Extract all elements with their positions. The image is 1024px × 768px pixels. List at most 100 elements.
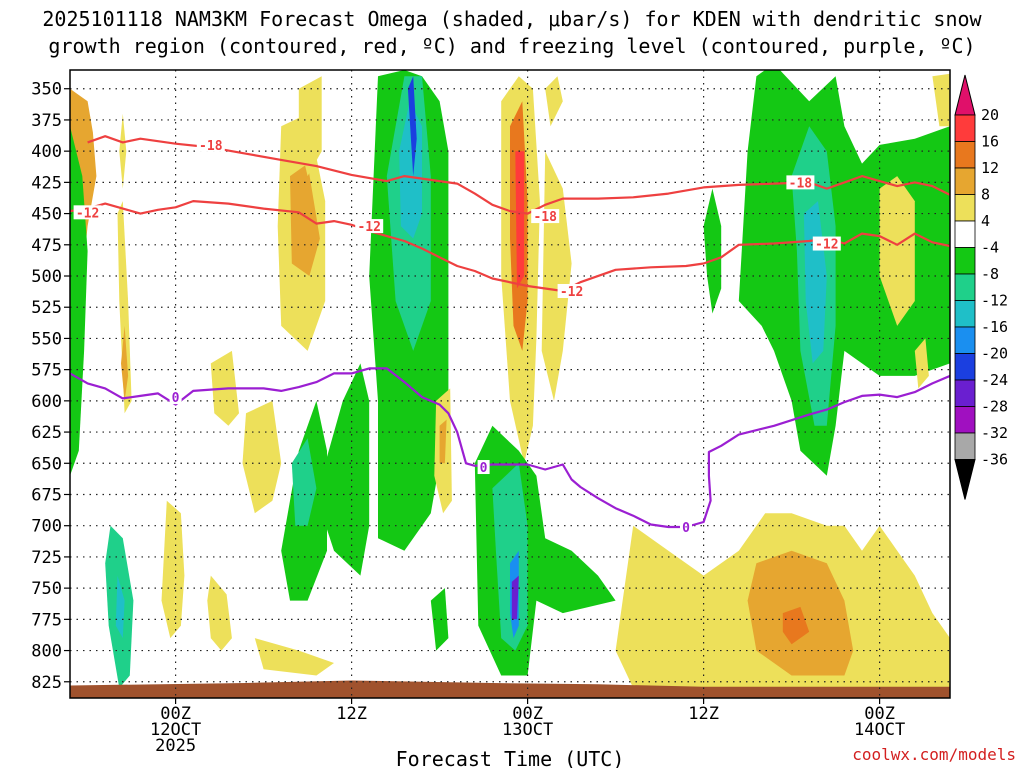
colorbar-bottom-arrow bbox=[954, 459, 976, 500]
colorbar-swatch-6 bbox=[954, 273, 976, 301]
colorbar-label-8: -16 bbox=[981, 318, 1008, 336]
y-tick-label-600: 600 bbox=[31, 392, 62, 412]
x-tick-label-40-0: 00Z bbox=[864, 704, 895, 724]
y-tick-label-725: 725 bbox=[31, 548, 62, 568]
colorbar-label-2: 12 bbox=[981, 159, 999, 177]
x-tick-label-10-0: 12Z bbox=[336, 704, 367, 724]
contour-label-bg-0 bbox=[196, 137, 225, 152]
omega-region-36 bbox=[738, 70, 950, 476]
y-tick-label-375: 375 bbox=[31, 111, 62, 131]
colorbar-label-5: -4 bbox=[981, 239, 999, 257]
contour-label-bg-4 bbox=[557, 283, 586, 298]
plot-frame bbox=[69, 69, 951, 699]
x-tick-label-0-2: 2025 bbox=[155, 736, 196, 756]
y-tick-label-550: 550 bbox=[31, 329, 62, 349]
colorbar-label-13: -36 bbox=[981, 451, 1008, 469]
x-tick-label-40-1: 14OCT bbox=[854, 720, 905, 740]
colorbar-label-6: -8 bbox=[981, 265, 999, 283]
omega-region-24 bbox=[430, 588, 449, 651]
x-axis-label: Forecast Time (UTC) bbox=[396, 747, 625, 768]
colorbar-swatch-11 bbox=[954, 406, 976, 434]
y-tick-label-450: 450 bbox=[31, 205, 62, 225]
colorbar-label-4: 4 bbox=[981, 212, 990, 230]
omega-region-2 bbox=[117, 201, 132, 414]
contour-label-5: -18 bbox=[789, 176, 813, 191]
colorbar-label-0: 20 bbox=[981, 106, 999, 124]
colorbar-label-3: 8 bbox=[981, 186, 990, 204]
omega-region-12 bbox=[242, 400, 282, 514]
omega-region-3 bbox=[121, 325, 129, 401]
omega-region-27 bbox=[515, 151, 525, 289]
y-tick-label-500: 500 bbox=[31, 267, 62, 287]
y-tick-label-575: 575 bbox=[31, 361, 62, 381]
contour-label-bg-6 bbox=[812, 236, 841, 251]
omega-region-44 bbox=[782, 606, 810, 645]
x-tick-label-20-1: 13OCT bbox=[502, 720, 553, 740]
contour-label-6: -12 bbox=[815, 238, 838, 253]
x-tick-label-20-0: 00Z bbox=[512, 704, 543, 724]
omega-region-15 bbox=[321, 363, 370, 576]
y-tick-label-800: 800 bbox=[31, 642, 62, 662]
contour-layer: -18 -12 -12 -18 -12 -18 -12 0 0 0 bbox=[70, 135, 950, 536]
y-tick-label-650: 650 bbox=[31, 454, 62, 474]
chart-title-line-1: 2025101118 NAM3KM Forecast Omega (shaded… bbox=[42, 7, 982, 31]
omega-region-34 bbox=[703, 188, 722, 314]
contour-label-1: -12 bbox=[76, 206, 99, 221]
omega-region-40 bbox=[932, 73, 950, 127]
contour-label-4: -12 bbox=[560, 285, 583, 300]
y-tick-label-425: 425 bbox=[31, 173, 62, 193]
colorbar-swatch-8 bbox=[954, 326, 976, 354]
omega-shading-layer bbox=[70, 70, 950, 688]
y-tick-label-625: 625 bbox=[31, 423, 62, 443]
contour-label-bg-9 bbox=[680, 519, 692, 534]
contour-label-0: -18 bbox=[199, 139, 223, 154]
omega-region-8 bbox=[207, 575, 232, 651]
y-tick-label-775: 775 bbox=[31, 610, 62, 630]
contour-label-9: 0 bbox=[682, 521, 690, 536]
omega-region-13 bbox=[254, 638, 334, 676]
contour-label-2: -12 bbox=[357, 220, 380, 235]
y-axis: 350 375 400 425 450 475 500 525 550 575 600 625 650 6… bbox=[31, 80, 70, 693]
colorbar-swatch-2 bbox=[954, 167, 976, 195]
colorbar-swatch-1 bbox=[954, 141, 976, 169]
contour-label-8: 0 bbox=[480, 461, 488, 476]
colorbar-swatch-12 bbox=[954, 432, 976, 460]
colorbar-swatch-10 bbox=[954, 379, 976, 407]
omega-region-18 bbox=[291, 438, 317, 526]
contour-label-3: -18 bbox=[533, 210, 557, 225]
credit-text: coolwx.com/models bbox=[852, 745, 1016, 764]
omega-region-33 bbox=[511, 575, 519, 620]
y-tick-label-825: 825 bbox=[31, 673, 62, 693]
colorbar-label-7: -12 bbox=[981, 292, 1008, 310]
y-tick-label-700: 700 bbox=[31, 517, 62, 537]
colorbar-swatch-9 bbox=[954, 353, 976, 381]
y-tick-label-400: 400 bbox=[31, 142, 62, 162]
colorbar-swatch-4 bbox=[954, 220, 976, 248]
omega-region-11 bbox=[290, 163, 320, 276]
contour-line-2 bbox=[70, 367, 950, 529]
y-tick-label-350: 350 bbox=[31, 80, 62, 100]
colorbar: 20 16 12 8 4 -4 -8 -12 -16 -20 -24 -28 -32 -36 bbox=[954, 74, 1008, 500]
x-tick-label-0-0: 00Z bbox=[160, 704, 191, 724]
contour-label-bg-5 bbox=[786, 175, 815, 190]
colorbar-top-arrow bbox=[954, 74, 976, 116]
colorbar-label-1: 16 bbox=[981, 133, 999, 151]
omega-region-39 bbox=[879, 176, 915, 326]
y-tick-label-475: 475 bbox=[31, 236, 62, 256]
terrain-band bbox=[70, 680, 950, 698]
contour-line-0 bbox=[87, 135, 950, 215]
y-tick-label-750: 750 bbox=[31, 579, 62, 599]
y-tick-label-525: 525 bbox=[31, 298, 62, 318]
contour-label-bg-7 bbox=[169, 390, 182, 405]
colorbar-swatch-3 bbox=[954, 194, 976, 222]
omega-region-7 bbox=[161, 500, 185, 639]
x-tick-label-30-0: 12Z bbox=[688, 704, 719, 724]
colorbar-swatch-7 bbox=[954, 300, 976, 328]
colorbar-swatch-5 bbox=[954, 247, 976, 275]
colorbar-swatch-0 bbox=[954, 114, 976, 142]
omega-region-23 bbox=[439, 419, 447, 464]
y-tick-label-675: 675 bbox=[31, 485, 62, 505]
colorbar-label-9: -20 bbox=[981, 345, 1008, 363]
